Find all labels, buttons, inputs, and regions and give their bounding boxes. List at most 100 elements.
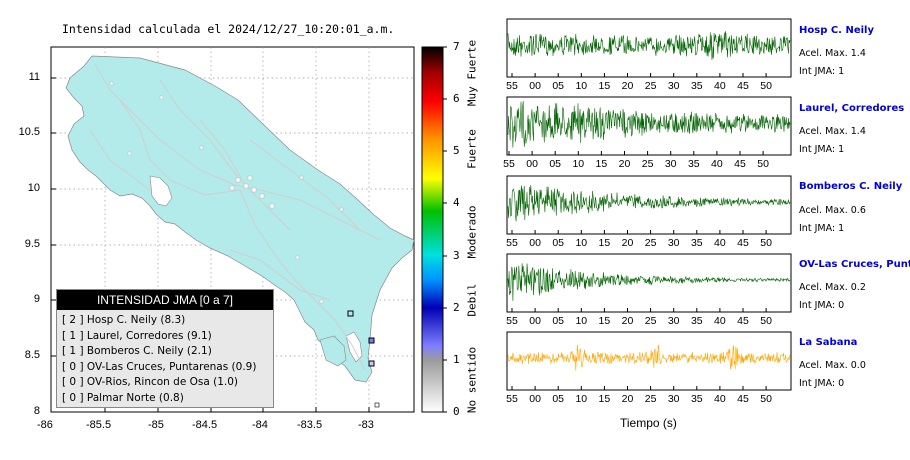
station-accel-2: Acel. Max. 0.6 xyxy=(799,205,866,216)
intensity-colorbar xyxy=(421,46,444,413)
map-x-tick-5: -83.5 xyxy=(297,419,323,431)
waveform-trace-1 xyxy=(507,101,791,148)
station-accel-4: Acel. Max. 0.0 xyxy=(799,360,866,371)
waveform-tick-label: 05 xyxy=(552,80,564,92)
colorbar-cat-muy-fuerte: Muy Fuerte xyxy=(465,39,479,107)
waveform-tick-label: 40 xyxy=(714,393,726,405)
waveform-tick-label: 35 xyxy=(688,158,700,170)
waveform-tick-label: 10 xyxy=(575,315,587,327)
waveform-tick-label: 20 xyxy=(622,237,634,249)
map-y-tick-3: 9.5 xyxy=(24,238,40,250)
station-name-0: Hosp C. Neily xyxy=(799,25,874,36)
waveform-tick-label: 30 xyxy=(668,393,680,405)
waveform-trace-0 xyxy=(507,31,791,60)
station-name-2: Bomberos C. Neily xyxy=(799,181,903,192)
colorbar-tick-6: 6 xyxy=(453,92,460,105)
waveform-tick-label: 45 xyxy=(737,80,749,92)
waveform-xlabel: Tiempo (s) xyxy=(620,416,677,430)
waveform-tick-label: 50 xyxy=(760,315,772,327)
waveform-tick-label: 35 xyxy=(691,80,703,92)
waveform-tick-label: 50 xyxy=(760,237,772,249)
colorbar-tick-1: 1 xyxy=(453,353,460,366)
marker-hosp-c-neily xyxy=(368,337,375,344)
waveform-tick-label: 40 xyxy=(714,80,726,92)
waveform-tick-label: 20 xyxy=(622,80,634,92)
legend-title: INTENSIDAD JMA [0 a 7] xyxy=(57,290,273,310)
map-title: Intensidad calculada el 2024/12/27_10:20… xyxy=(62,22,395,36)
waveform-tick-label: 15 xyxy=(599,80,611,92)
colorbar-ticks xyxy=(443,46,447,413)
waveform-tick-label: 20 xyxy=(619,158,631,170)
station-int-2: Int JMA: 1 xyxy=(799,223,845,234)
waveform-trace-3 xyxy=(507,263,791,301)
station-int-1: Int JMA: 1 xyxy=(799,144,845,155)
waveform-tick-label: 45 xyxy=(734,158,746,170)
colorbar-tick-5: 5 xyxy=(453,144,460,157)
station-name-4: La Sabana xyxy=(799,337,858,348)
colorbar-cat-fuerte: Fuerte xyxy=(465,129,479,169)
waveform-trace-4 xyxy=(507,344,791,371)
waveform-tick-label: 25 xyxy=(645,315,657,327)
waveform-tick-label: 10 xyxy=(575,80,587,92)
waveform-tick-label: 05 xyxy=(549,158,561,170)
osa-peninsula xyxy=(319,335,347,367)
marker-south xyxy=(374,402,380,408)
legend-row: [ 2 ] Hosp C. Neily (8.3) xyxy=(62,314,186,326)
waveform-tick-label: 25 xyxy=(645,237,657,249)
waveform-tick-label: 15 xyxy=(599,393,611,405)
waveform-tick-label: 45 xyxy=(737,315,749,327)
map-x-tick-6: -83 xyxy=(358,419,374,431)
waveform-tick-label: 30 xyxy=(668,80,680,92)
map-y-tick-2: 10 xyxy=(27,182,40,194)
waveform-trace-2 xyxy=(507,185,791,222)
waveform-tick-label: 10 xyxy=(575,237,587,249)
station-int-4: Int JMA: 0 xyxy=(799,378,845,389)
waveform-tick-label: 00 xyxy=(529,237,541,249)
waveform-tick-label: 00 xyxy=(529,315,541,327)
map-y-tick-4: 9 xyxy=(33,293,40,305)
waveform-tick-label: 45 xyxy=(737,237,749,249)
gulf-nicoya xyxy=(149,175,173,207)
waveform-tick-label: 25 xyxy=(645,393,657,405)
waveform-tick-label: 40 xyxy=(714,237,726,249)
waveform-tick-label: 15 xyxy=(599,315,611,327)
station-accel-3: Acel. Max. 0.2 xyxy=(799,282,866,293)
legend-row: [ 1 ] Laurel, Corredores (9.1) xyxy=(62,329,212,342)
waveform-tick-label: 55 xyxy=(503,158,515,170)
costa-rica-land xyxy=(65,55,415,383)
map-y-tick-5: 8.5 xyxy=(24,349,40,361)
waveform-tick-label: 10 xyxy=(572,158,584,170)
colorbar-tick-7: 7 xyxy=(453,40,460,53)
station-accel-1: Acel. Max. 1.4 xyxy=(799,126,866,137)
colorbar-tick-3: 3 xyxy=(453,249,460,262)
waveform-tick-label: 15 xyxy=(599,237,611,249)
waveform-tick-label: 00 xyxy=(526,158,538,170)
waveform-tick-label: 45 xyxy=(737,393,749,405)
towns xyxy=(109,81,344,304)
map-x-tick-3: -84.5 xyxy=(192,419,218,431)
waveform-tick-label: 55 xyxy=(506,80,518,92)
waveform-tick-label: 05 xyxy=(552,237,564,249)
map-y-tick-0: 11 xyxy=(28,71,40,83)
waveform-tick-label: 50 xyxy=(757,158,769,170)
legend-row: [ 0 ] OV-Las Cruces, Puntarenas (0.9) xyxy=(62,360,257,373)
waveform-tick-label: 50 xyxy=(760,80,772,92)
colorbar-tick-4: 4 xyxy=(453,196,460,209)
map-x-tick-4: -84 xyxy=(252,419,268,431)
waveform-tick-label: 10 xyxy=(575,393,587,405)
waveform-tick-label: 25 xyxy=(642,158,654,170)
colorbar-cat-moderado: Moderado xyxy=(465,205,479,259)
legend-row: [ 0 ] Palmar Norte (0.8) xyxy=(62,391,184,404)
waveform-tick-label: 55 xyxy=(506,237,518,249)
waveform-tick-label: 55 xyxy=(506,393,518,405)
waveform-tick-label: 40 xyxy=(714,315,726,327)
legend-row: [ 1 ] Bomberos C. Neily (2.1) xyxy=(62,345,212,357)
colorbar-cat-no-sentido: No sentido xyxy=(465,346,479,414)
waveform-tick-label: 00 xyxy=(529,80,541,92)
waveform-tick-label: 30 xyxy=(668,237,680,249)
waveform-tick-label: 30 xyxy=(665,158,677,170)
waveform-tick-label: 30 xyxy=(668,315,680,327)
waveform-tick-label: 35 xyxy=(691,393,703,405)
waveform-tick-label: 35 xyxy=(691,315,703,327)
waveform-tick-label: 15 xyxy=(596,158,608,170)
